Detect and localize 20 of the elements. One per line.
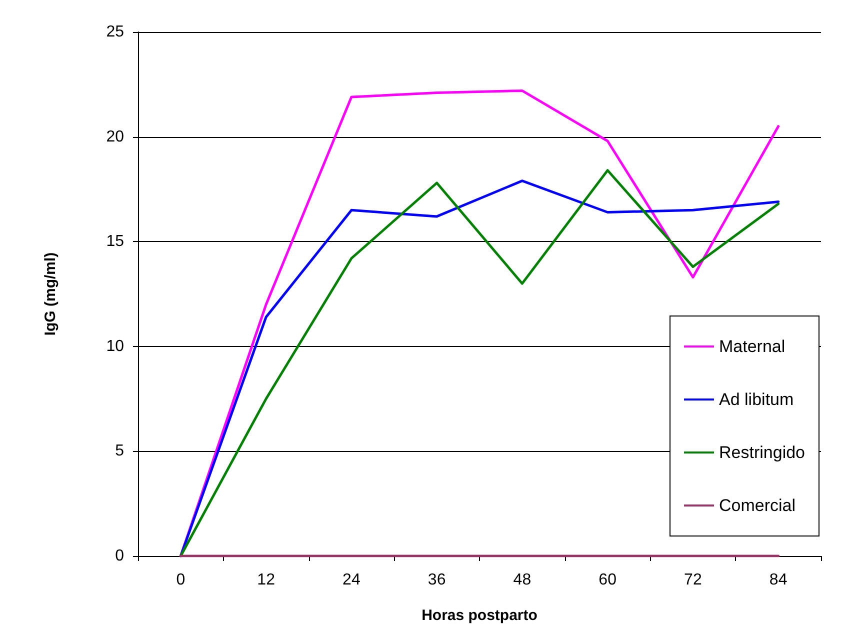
legend-label: Ad libitum — [719, 390, 794, 409]
y-tick-label: 15 — [106, 233, 124, 250]
y-axis-title: IgG (mg/ml) — [42, 252, 59, 336]
x-tick-label: 48 — [513, 572, 532, 588]
y-tick-label: 10 — [106, 338, 124, 355]
legend-label: Maternal — [719, 337, 786, 356]
x-tick-label: 36 — [428, 572, 446, 588]
x-tick-label: 0 — [176, 572, 186, 588]
y-tick-label: 5 — [115, 442, 124, 460]
y-tick-label: 25 — [106, 24, 124, 40]
x-tick-label: 24 — [342, 572, 360, 588]
x-tick-label: 60 — [598, 572, 617, 588]
legend-label: Comercial — [719, 496, 796, 515]
y-tick-label: 20 — [106, 128, 124, 146]
y-tick-label: 0 — [115, 548, 124, 564]
x-tick-label: 12 — [257, 572, 276, 588]
x-tick-label: 72 — [684, 572, 702, 588]
x-axis-title: Horas postparto — [422, 607, 538, 624]
x-tick-label: 84 — [769, 572, 788, 588]
legend-label: Restringido — [719, 443, 806, 462]
